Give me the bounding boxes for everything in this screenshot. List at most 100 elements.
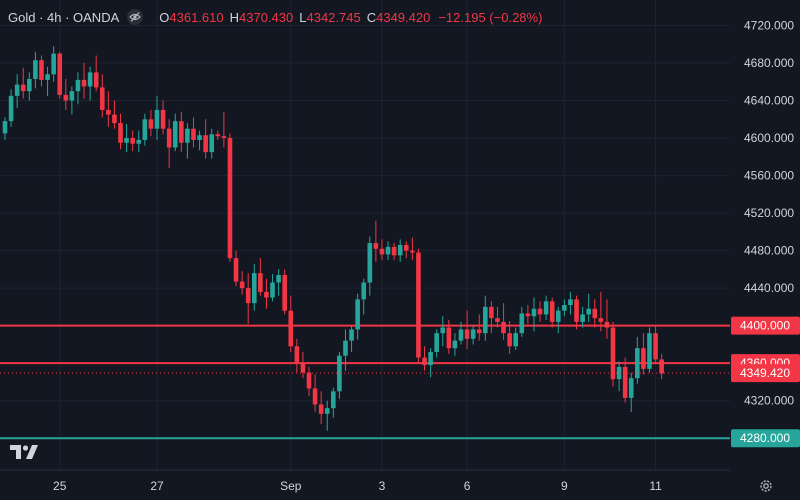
y-tick-label: 4440.000	[744, 281, 794, 295]
candle-body	[422, 357, 427, 366]
candle-body	[166, 128, 172, 148]
candle-body	[574, 299, 579, 322]
candle-body	[616, 366, 622, 380]
candle-body	[452, 340, 458, 349]
candle-body	[519, 313, 525, 334]
eye-slash-icon[interactable]	[127, 9, 144, 25]
candle-body	[513, 333, 519, 347]
candle-body	[403, 244, 409, 251]
y-tick-label: 4640.000	[744, 94, 794, 108]
candle-body	[179, 121, 184, 143]
candle-body	[562, 305, 567, 311]
candle-body	[495, 318, 500, 322]
low-value: 4342.745	[306, 9, 361, 25]
x-tick-label: 9	[561, 479, 568, 493]
candle-body	[112, 114, 117, 124]
open-value: 4361.610	[169, 9, 224, 25]
candle-body	[99, 87, 105, 110]
candle-body	[81, 79, 87, 87]
candle-body	[306, 372, 312, 389]
candle-body	[191, 128, 196, 140]
candle-body	[130, 138, 135, 144]
candle-body	[428, 351, 433, 366]
candle-body	[458, 329, 464, 341]
candle-body	[185, 128, 190, 143]
candle-body	[476, 329, 482, 334]
candle-body	[148, 119, 154, 129]
high-value: 4370.430	[239, 9, 294, 25]
candle-body	[367, 243, 373, 283]
symbol-title[interactable]: Gold · 4h · OANDA	[8, 9, 120, 25]
tradingview-logo[interactable]	[8, 441, 40, 463]
candle-body	[154, 109, 160, 129]
candle-body	[440, 327, 446, 334]
candle-body	[324, 408, 330, 414]
price-line-label-bg	[731, 316, 800, 335]
candle-body	[361, 282, 367, 300]
candle-body	[549, 301, 555, 322]
candle-body	[397, 244, 403, 256]
candle-body	[118, 123, 123, 143]
candle-body	[543, 301, 549, 315]
y-tick-label: 4480.000	[744, 244, 794, 258]
candle-body	[568, 299, 573, 306]
candle-body	[239, 281, 245, 289]
candle-body	[641, 348, 646, 369]
high-label: H	[229, 9, 240, 25]
candle-body	[416, 252, 421, 358]
candle-body	[288, 310, 294, 347]
candle-body	[355, 299, 360, 330]
x-tick-label: 27	[150, 479, 164, 493]
close-label: C	[366, 9, 377, 25]
price-line-label: 4400.000	[740, 319, 790, 333]
candle-body	[410, 250, 415, 253]
candle-body	[318, 404, 324, 414]
candle-body	[610, 327, 616, 380]
candle-body	[209, 134, 215, 153]
candle-body	[57, 53, 63, 95]
candle-body	[385, 246, 391, 255]
candle-body	[124, 138, 129, 143]
candle-body	[106, 109, 111, 115]
candle-body	[592, 308, 598, 319]
candle-body	[2, 121, 8, 134]
candle-body	[251, 273, 257, 304]
candle-body	[203, 135, 208, 153]
candle-body	[20, 84, 26, 92]
candle-body	[87, 72, 93, 87]
candle-body	[470, 329, 476, 339]
candle-body	[69, 91, 75, 101]
candle-body	[75, 79, 81, 92]
candle-body	[391, 246, 397, 256]
x-tick-label: 25	[53, 479, 67, 493]
candle-body	[276, 275, 281, 283]
candle-body	[525, 313, 531, 317]
y-tick-label: 4520.000	[744, 206, 794, 220]
candle-body	[331, 391, 336, 409]
candle-body	[628, 378, 634, 398]
candle-body	[373, 243, 379, 249]
x-tick-label: Sep	[280, 479, 302, 493]
candle-body	[14, 84, 20, 96]
candle-body	[39, 60, 44, 80]
candle-body	[258, 273, 263, 292]
candle-body	[233, 258, 239, 282]
gear-icon[interactable]	[758, 478, 774, 494]
candle-body	[531, 308, 537, 317]
candle-body	[659, 359, 664, 374]
candle-body	[464, 329, 470, 339]
candle-body	[45, 74, 50, 80]
x-tick-label: 11	[649, 479, 662, 493]
candle-body	[349, 329, 354, 341]
open-label: O	[159, 9, 170, 25]
y-tick-label: 4720.000	[744, 19, 794, 33]
candle-body	[227, 138, 233, 259]
candle-body	[434, 333, 439, 352]
last-price-label: 4349.420	[740, 366, 790, 380]
x-tick-label: 3	[379, 479, 386, 493]
candle-body	[33, 60, 38, 79]
candle-body	[379, 248, 385, 255]
candle-body	[27, 78, 32, 92]
y-tick-label: 4600.000	[744, 131, 794, 145]
